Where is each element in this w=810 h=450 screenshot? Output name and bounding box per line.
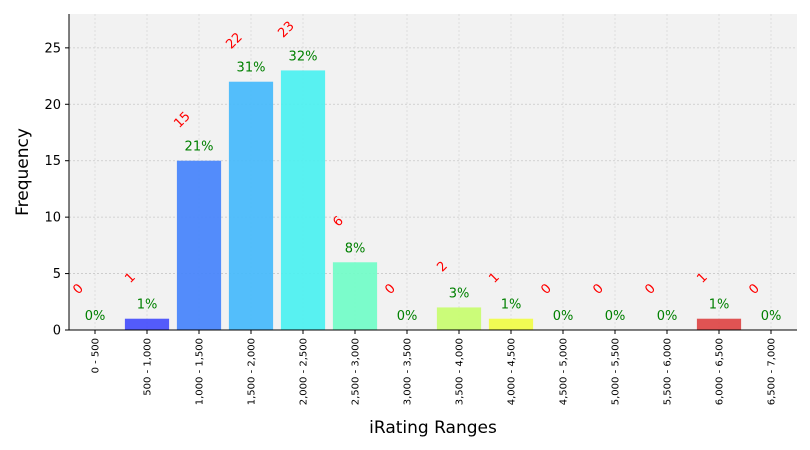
percent-label: 0% (397, 309, 418, 324)
bar (228, 81, 274, 330)
y-tick-label: 0 (53, 324, 61, 339)
percent-label: 0% (761, 309, 782, 324)
x-tick-label: 500 - 1,000 (143, 338, 154, 396)
bar (332, 262, 378, 330)
x-tick-label: 0 - 500 (91, 338, 102, 373)
percent-label: 0% (657, 309, 678, 324)
percent-label: 8% (345, 241, 366, 256)
x-tick-label: 6,500 - 7,000 (767, 338, 778, 405)
x-tick-label: 4,000 - 4,500 (507, 338, 518, 405)
x-tick-label: 5,500 - 6,000 (663, 338, 674, 405)
percent-label: 0% (553, 309, 574, 324)
bars (124, 70, 742, 330)
bar (124, 318, 170, 330)
y-tick-label: 15 (44, 154, 61, 169)
percent-label: 1% (709, 298, 730, 313)
x-tick-label: 2,500 - 3,000 (351, 338, 362, 405)
x-tick-label: 3,000 - 3,500 (403, 338, 414, 405)
y-tick-label: 25 (44, 41, 61, 56)
x-tick-label: 2,000 - 2,500 (299, 338, 310, 405)
y-ticks: 0 5 10 15 20 25 (44, 41, 69, 339)
percent-label: 1% (137, 298, 158, 313)
y-tick-label: 5 (53, 267, 61, 282)
percent-label: 3% (449, 286, 470, 301)
axes (68, 14, 797, 331)
percent-label: 1% (501, 298, 522, 313)
percent-label: 21% (185, 140, 214, 155)
percent-label: 0% (85, 309, 106, 324)
percent-label: 31% (237, 61, 266, 76)
x-tick-label: 1,000 - 1,500 (195, 338, 206, 405)
x-tick-label: 5,000 - 5,500 (611, 338, 622, 405)
bar (280, 70, 326, 330)
y-tick-label: 10 (44, 211, 61, 226)
bar (436, 307, 482, 330)
bar (488, 318, 534, 330)
y-tick-label: 20 (44, 98, 61, 113)
x-tick-label: 1,500 - 2,000 (247, 338, 258, 405)
y-axis-label: Frequency (13, 128, 33, 216)
x-ticks: 0 - 500 500 - 1,000 1,000 - 1,500 1,500 - 2… (91, 330, 778, 405)
x-tick-label: 3,500 - 4,000 (455, 338, 466, 405)
x-tick-label: 6,000 - 6,500 (715, 338, 726, 405)
x-tick-label: 4,500 - 5,000 (559, 338, 570, 405)
x-axis-label: iRating Ranges (369, 418, 497, 438)
percent-label: 32% (289, 49, 318, 64)
percent-label: 0% (605, 309, 626, 324)
bar (176, 160, 222, 330)
bar (696, 318, 742, 330)
